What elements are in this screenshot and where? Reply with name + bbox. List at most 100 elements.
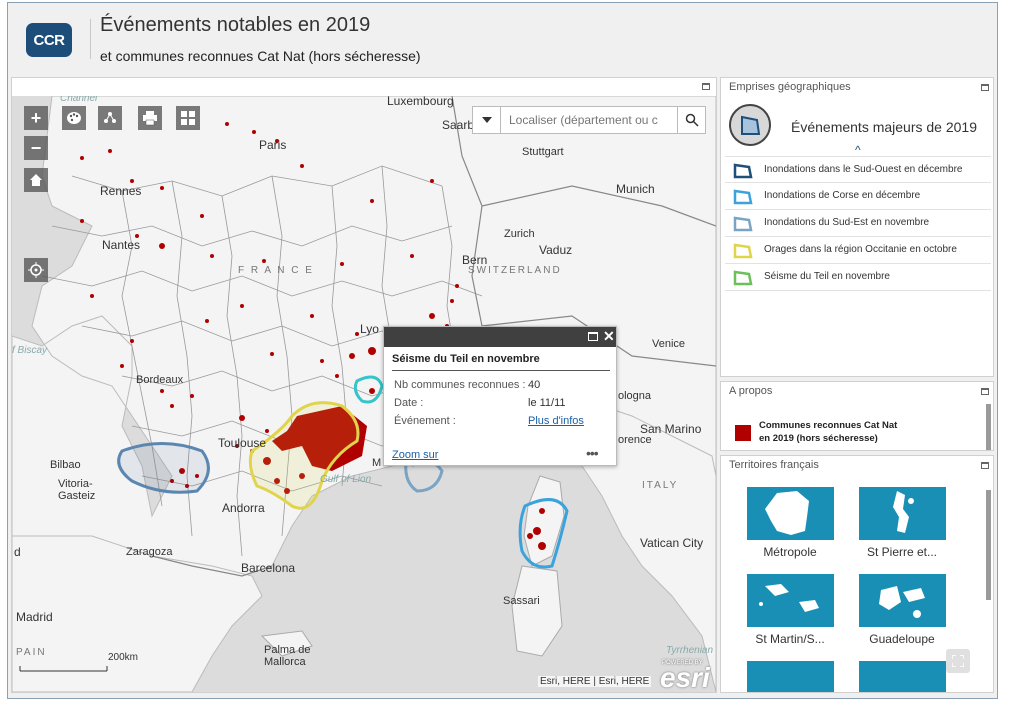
map-label-vatican-city: Vatican City xyxy=(640,536,704,550)
legend-item[interactable]: Inondations dans le Sud-Ouest en décembr… xyxy=(725,156,991,183)
map-label-bilbao: Bilbao xyxy=(50,459,81,471)
popup-divider xyxy=(392,370,610,371)
grid-icon xyxy=(181,111,195,125)
map-view[interactable]: Channel Luxembourg Saarbruc Paris Stuttg… xyxy=(12,96,716,692)
island-map-icon xyxy=(879,586,925,618)
map-label-palma: Palma de Mallorca xyxy=(264,644,311,668)
map-label-barcelona: Barcelona xyxy=(241,561,296,575)
map-label-lyon: Lyo xyxy=(360,322,379,336)
legend-item-label: Inondations dans le Sud-Ouest en décembr… xyxy=(764,164,963,175)
maximize-icon[interactable] xyxy=(981,388,989,395)
legend-item[interactable]: Inondations du Sud-Est en novembre xyxy=(725,210,991,237)
map-label-vitoria: Vitoria- Gasteiz xyxy=(58,478,96,502)
map-label-nantes: Nantes xyxy=(102,238,141,252)
territory-tile-metropole[interactable] xyxy=(747,487,834,540)
legend-item-label: Séisme du Teil en novembre xyxy=(764,271,890,282)
collapse-caret-icon[interactable]: ^ xyxy=(855,143,861,157)
feature-popup: ✕ Séisme du Teil en novembre Nb communes… xyxy=(383,326,617,466)
zoom-to-link[interactable]: Zoom sur xyxy=(392,449,439,461)
map-label-munich: Munich xyxy=(616,182,655,196)
territory-tile-st-pierre[interactable] xyxy=(859,487,946,540)
zoom-in-button[interactable]: + xyxy=(24,106,48,130)
map-label-france: F R A N C E xyxy=(238,265,314,276)
map-label-san-marino: San Marino xyxy=(640,422,702,436)
legend-item[interactable]: Inondations de Corse en décembre xyxy=(725,183,991,210)
popup-row-value: 40 xyxy=(528,379,541,391)
territory-tile-partial[interactable] xyxy=(859,661,946,692)
legend-item-label: Inondations de Corse en décembre xyxy=(764,190,921,201)
popup-maximize-icon[interactable] xyxy=(588,332,598,341)
map-label-madrid: Madrid xyxy=(16,610,53,624)
home-button[interactable] xyxy=(24,168,48,192)
map-label-rennes: Rennes xyxy=(100,184,142,198)
map-label-sassari: Sassari xyxy=(503,595,540,607)
popup-more-info-link[interactable]: Plus d'infos xyxy=(528,415,584,427)
print-icon xyxy=(143,111,157,126)
map-label-gulf-of-lion: Gulf of Lion xyxy=(320,474,372,485)
territory-tile-partial[interactable] xyxy=(747,661,834,692)
search-icon xyxy=(685,113,699,127)
search-input[interactable] xyxy=(501,107,677,133)
legend-item-label: Orages dans la région Occitanie en octob… xyxy=(764,244,957,255)
print-button[interactable] xyxy=(138,106,162,130)
territory-tile-guadeloupe[interactable] xyxy=(859,574,946,627)
map-label-zaragoza: Zaragoza xyxy=(126,546,173,558)
map-label-florence: orence xyxy=(618,434,652,446)
map-label-spain: PAIN xyxy=(16,647,47,658)
share-button[interactable] xyxy=(98,106,122,130)
ccr-logo: CCR xyxy=(26,23,72,57)
zoom-out-button[interactable]: − xyxy=(24,136,48,160)
esri-powered-by: POWERED BY xyxy=(662,660,703,666)
island-map-icon xyxy=(893,491,914,533)
map-panel-topbar xyxy=(12,78,716,96)
map-label-stuttgart: Stuttgart xyxy=(522,146,564,158)
popup-close-icon[interactable]: ✕ xyxy=(603,328,615,344)
map-label-bologna: ologna xyxy=(618,390,652,402)
territory-label: St Martin/S... xyxy=(755,632,825,646)
legend-item[interactable]: Orages dans la région Occitanie en octob… xyxy=(725,237,991,264)
header-separator xyxy=(90,19,91,59)
locate-button[interactable] xyxy=(24,258,48,282)
basemap-button[interactable] xyxy=(62,106,86,130)
map-label-marseille: M xyxy=(372,457,382,469)
locate-icon xyxy=(28,262,44,278)
popup-row-label: Nb communes reconnues : xyxy=(394,379,526,391)
maximize-icon[interactable] xyxy=(981,462,989,469)
popup-more-menu[interactable]: ••• xyxy=(586,445,599,461)
legend-item[interactable]: Séisme du Teil en novembre xyxy=(725,264,991,291)
scrollbar[interactable] xyxy=(986,490,991,600)
island-map-icon xyxy=(759,584,819,612)
fullscreen-button[interactable] xyxy=(946,649,970,673)
apropos-panel: A propos Communes reconnues Cat Nat en 2… xyxy=(720,381,994,451)
header: CCR Événements notables en 2019 et commu… xyxy=(8,3,997,75)
map-label-bordeaux: Bordeaux xyxy=(136,374,184,386)
emprises-panel: Emprises géographiques Événements majeur… xyxy=(720,77,994,377)
catnat-swatch xyxy=(735,425,751,441)
polygon-swatch-icon xyxy=(733,243,753,259)
polygon-swatch-icon xyxy=(733,163,753,179)
territory-label: Métropole xyxy=(763,545,817,559)
search-dropdown[interactable] xyxy=(473,107,501,133)
territoires-panel: Territoires français Métropole St Pierre… xyxy=(720,455,994,693)
polygon-swatch-icon xyxy=(733,270,753,286)
map-label-luxembourg: Luxembourg xyxy=(387,96,454,108)
home-icon xyxy=(30,174,42,186)
popup-row-value: le 11/11 xyxy=(528,397,566,409)
palette-icon xyxy=(67,112,81,124)
page-subtitle: et communes reconnues Cat Nat (hors séch… xyxy=(100,48,421,64)
map-label-andorra: Andorra xyxy=(222,501,265,515)
scrollbar[interactable] xyxy=(986,404,991,450)
search-button[interactable] xyxy=(677,107,705,133)
territory-tile-st-martin[interactable] xyxy=(747,574,834,627)
scale-label: 200km xyxy=(108,652,139,663)
map-label-zurich: Zurich xyxy=(504,228,535,240)
layer-list-button[interactable] xyxy=(176,106,200,130)
chevron-down-icon xyxy=(481,117,492,123)
map-label-switzerland: SWITZERLAND xyxy=(468,265,562,276)
apropos-panel-title: A propos xyxy=(729,385,773,397)
maximize-icon[interactable] xyxy=(702,83,710,90)
maximize-icon[interactable] xyxy=(981,84,989,91)
emprises-panel-title: Emprises géographiques xyxy=(729,81,851,93)
layer-title: Événements majeurs de 2019 xyxy=(791,119,977,135)
map-panel: Channel Luxembourg Saarbruc Paris Stuttg… xyxy=(11,77,717,693)
